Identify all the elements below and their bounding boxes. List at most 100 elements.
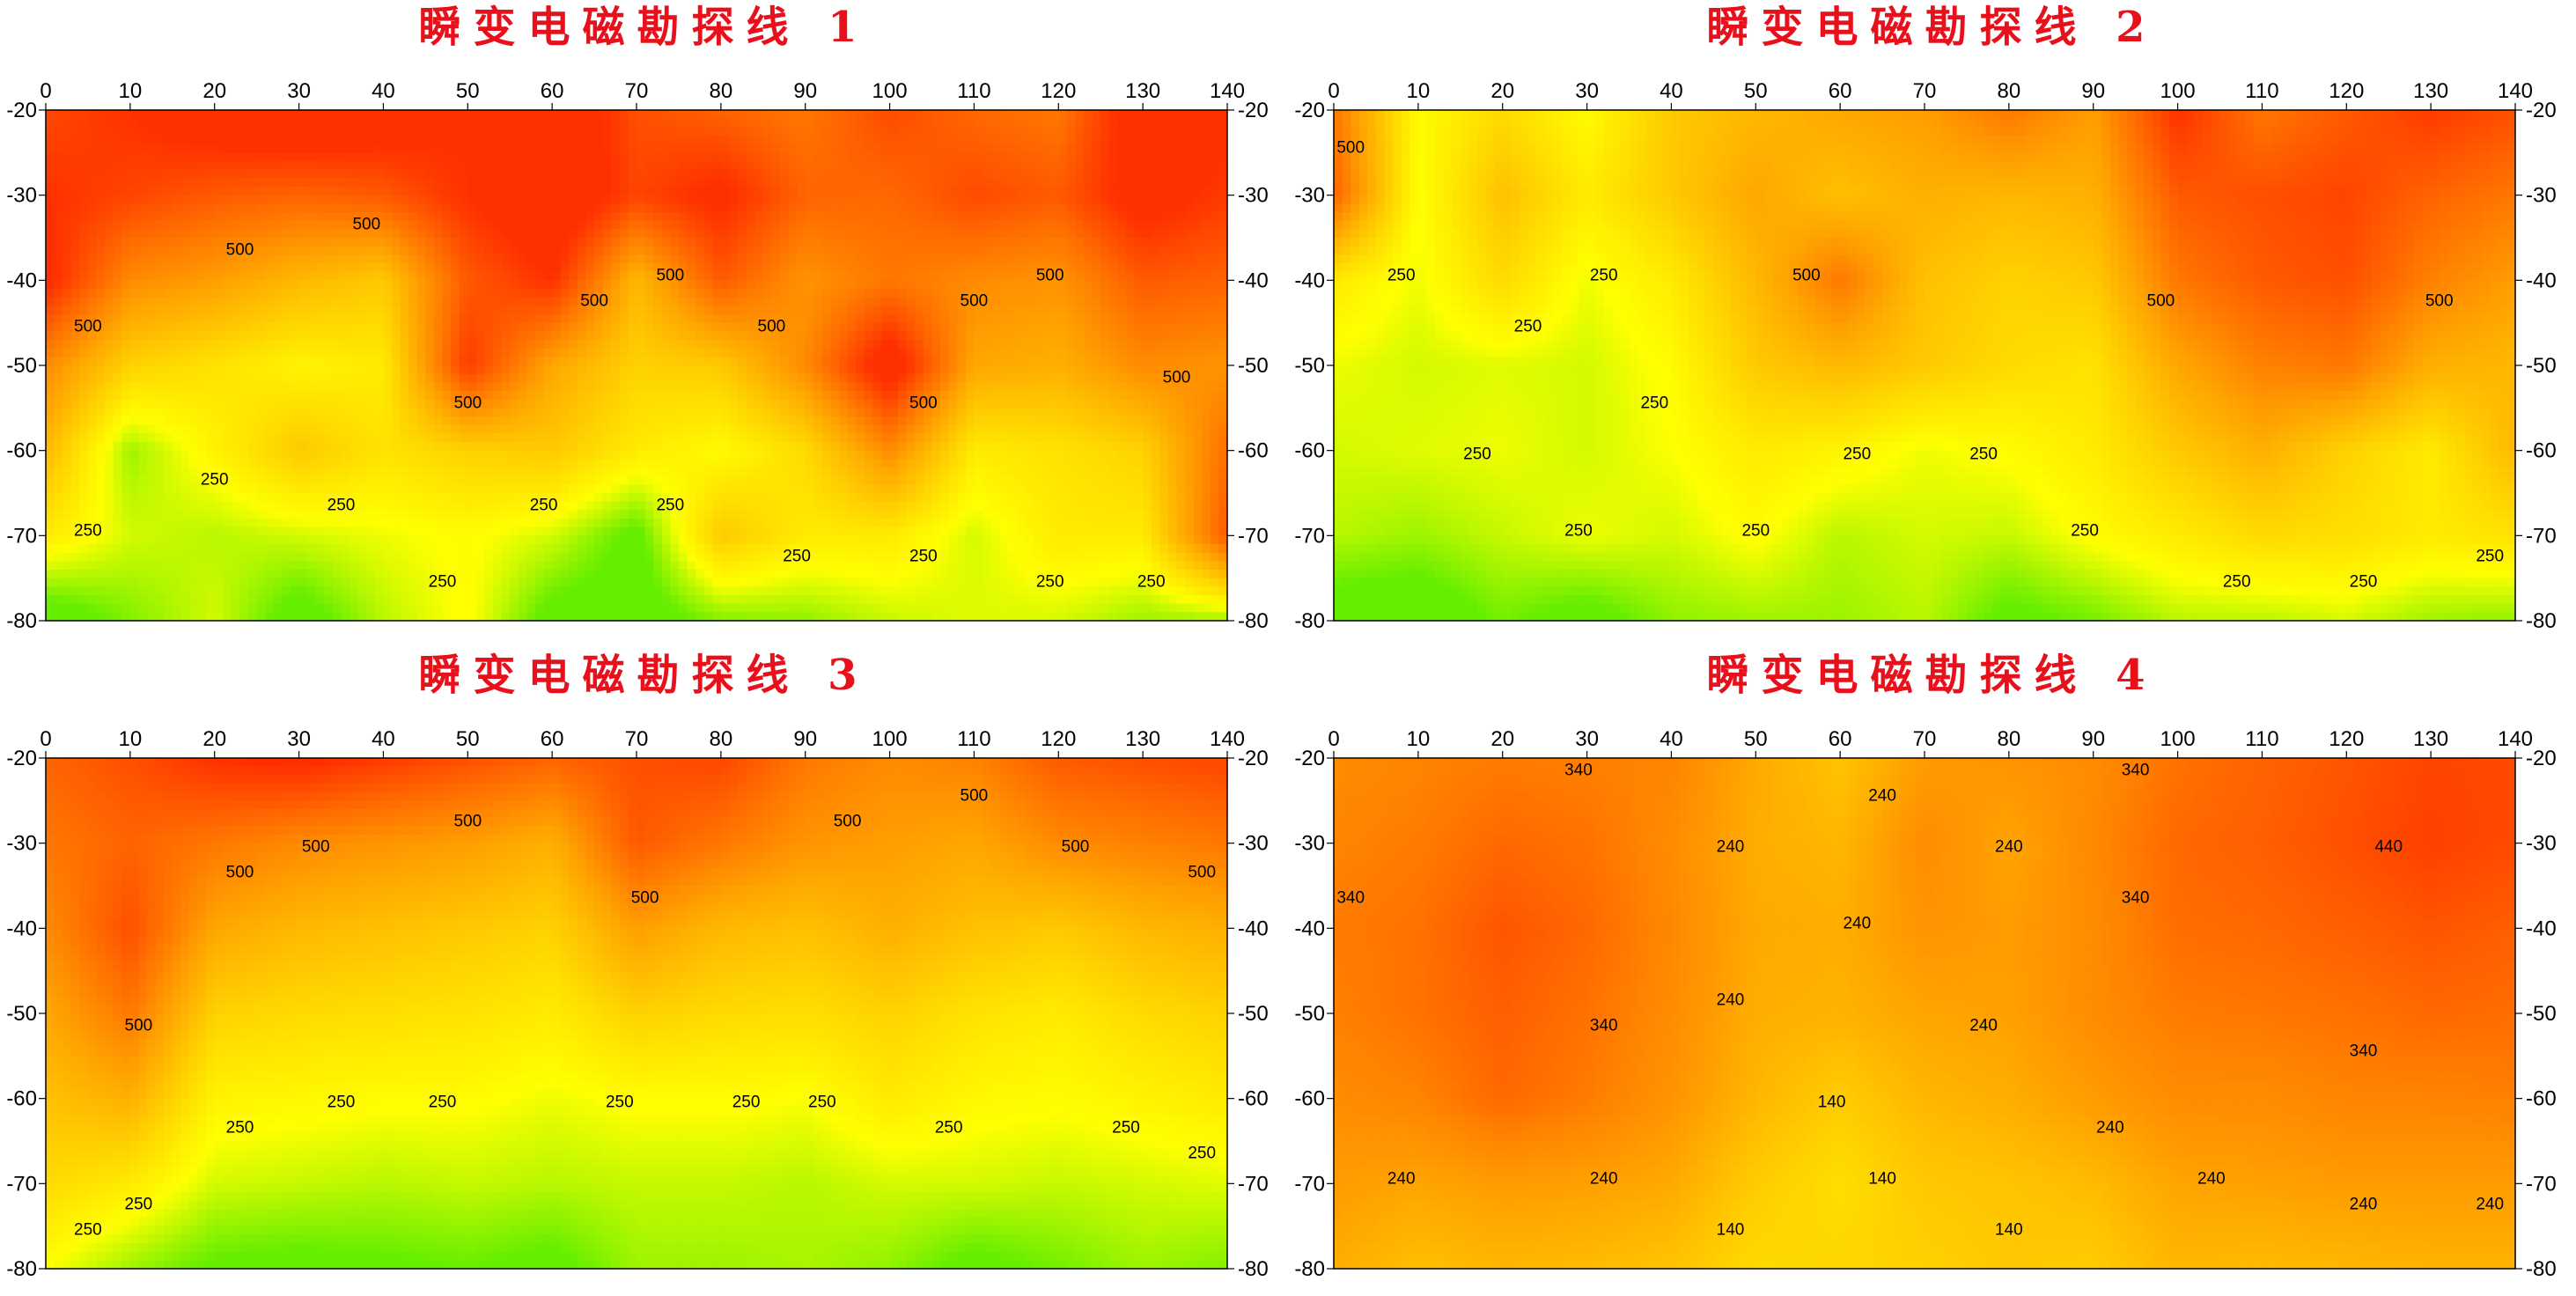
heat-cell: [518, 391, 527, 401]
heat-cell: [678, 289, 688, 298]
heat-cell: [720, 212, 731, 222]
heat-cell: [79, 408, 89, 417]
heat-cell: [1100, 357, 1110, 366]
heat-cell: [974, 357, 983, 366]
heat-cell: [931, 152, 941, 162]
heat-cell: [923, 220, 933, 230]
heat-cell: [712, 331, 722, 341]
heat-cell: [1084, 212, 1093, 222]
heat-cell: [493, 238, 503, 247]
heat-cell: [1134, 118, 1144, 128]
heat-cell: [1218, 357, 1227, 366]
heat-cell: [433, 357, 444, 366]
heat-cell: [425, 306, 435, 315]
heat-cell: [54, 127, 63, 136]
heat-cell: [357, 118, 367, 128]
heat-cell: [594, 399, 604, 409]
heat-cell: [147, 144, 157, 153]
heat-cell: [1117, 357, 1127, 366]
heat-cell: [534, 144, 545, 153]
heat-cell: [164, 136, 173, 145]
heat-cell: [906, 399, 916, 409]
heat-cell: [1033, 399, 1042, 409]
heat-cell: [1100, 110, 1110, 120]
heat-cell: [70, 136, 80, 145]
heat-cell: [1185, 220, 1195, 230]
heat-cell: [543, 340, 553, 350]
heat-cell: [433, 340, 444, 350]
heat-cell: [493, 144, 503, 153]
heat-cell: [1143, 391, 1152, 401]
heat-cell: [63, 271, 72, 281]
heat-cell: [416, 297, 426, 306]
heat-cell: [560, 127, 570, 136]
heat-cell: [552, 322, 562, 332]
heat-cell: [188, 408, 199, 417]
heat-cell: [1100, 306, 1110, 315]
heat-cell: [256, 391, 266, 401]
heat-cell: [121, 203, 131, 213]
heat-cell: [79, 391, 89, 401]
heat-cell: [1151, 391, 1160, 401]
heat-cell: [408, 373, 418, 383]
heat-cell: [1134, 289, 1144, 298]
heat-cell: [1049, 373, 1059, 383]
heat-cell: [324, 263, 334, 273]
heat-cell: [87, 220, 98, 230]
heat-cell: [475, 195, 486, 204]
heat-cell: [712, 238, 722, 247]
heat-cell: [1134, 373, 1144, 383]
heat-cell: [957, 152, 967, 162]
heat-cell: [416, 254, 426, 264]
heat-cell: [1016, 118, 1026, 128]
heat-cell: [898, 322, 908, 332]
heat-cell: [63, 263, 72, 273]
heat-cell: [1185, 144, 1195, 153]
heat-cell: [534, 263, 545, 273]
heat-cell: [754, 348, 764, 357]
heat-cell: [315, 187, 325, 196]
heat-cell: [864, 365, 873, 375]
heat-cell: [180, 229, 190, 239]
heat-cell: [797, 348, 806, 357]
heat-cell: [164, 399, 173, 409]
heat-cell: [983, 399, 992, 409]
heat-cell: [788, 178, 798, 188]
heat-cell: [172, 212, 181, 222]
heat-cell: [87, 289, 98, 298]
heat-cell: [164, 118, 173, 128]
heat-cell: [526, 144, 536, 153]
heat-cell: [619, 391, 629, 401]
heat-cell: [746, 408, 755, 417]
heat-cell: [54, 263, 63, 273]
heat-cell: [779, 136, 790, 145]
heat-cell: [983, 280, 992, 290]
heat-cell: [54, 187, 63, 196]
heat-cell: [197, 203, 207, 213]
heat-cell: [290, 373, 300, 383]
heat-cell: [974, 314, 983, 324]
heat-cell: [637, 382, 646, 392]
heat-cell: [459, 110, 468, 120]
heat-cell: [644, 280, 654, 290]
heat-cell: [1007, 195, 1017, 204]
heat-cell: [350, 340, 359, 350]
heat-cell: [416, 391, 426, 401]
heat-cell: [1016, 289, 1026, 298]
heat-cell: [341, 136, 350, 145]
heat-cell: [256, 399, 266, 409]
heat-cell: [915, 212, 924, 222]
heat-cell: [526, 238, 536, 247]
heat-cell: [315, 289, 325, 298]
heat-cell: [197, 187, 207, 196]
heat-cell: [265, 382, 275, 392]
heat-cell: [180, 152, 190, 162]
heat-cell: [1125, 340, 1136, 350]
heat-cell: [206, 340, 216, 350]
heat-cell: [628, 271, 637, 281]
heat-cell: [889, 348, 899, 357]
heat-cell: [830, 263, 840, 273]
heat-cell: [1007, 144, 1017, 153]
heat-cell: [1167, 195, 1178, 204]
heat-cell: [957, 187, 967, 196]
